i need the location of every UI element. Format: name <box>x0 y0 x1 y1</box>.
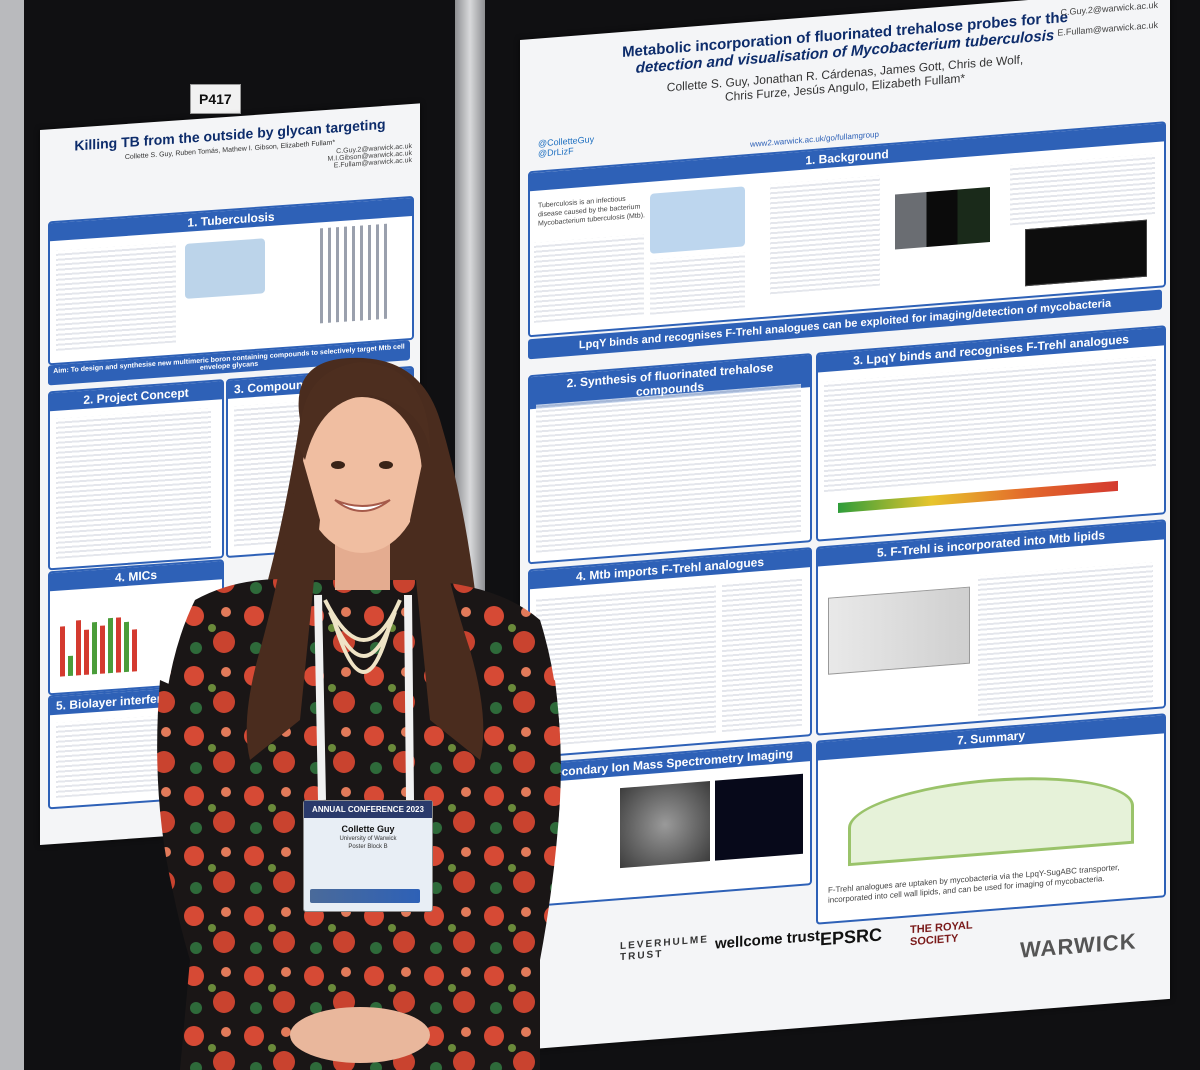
badge-event: ANNUAL CONFERENCE <box>312 805 404 814</box>
booth-label: P417 <box>190 84 241 114</box>
badge-logo <box>310 889 420 903</box>
badge-name: Collette Guy <box>341 824 395 834</box>
badge-org: University of Warwick <box>339 836 397 842</box>
badge-header: ANNUAL CONFERENCE 2023 <box>304 801 432 818</box>
badge-note: Poster Block B <box>348 844 388 850</box>
badge-year: 2023 <box>406 805 424 814</box>
name-badge: ANNUAL CONFERENCE 2023 Collette Guy Univ… <box>303 800 433 912</box>
